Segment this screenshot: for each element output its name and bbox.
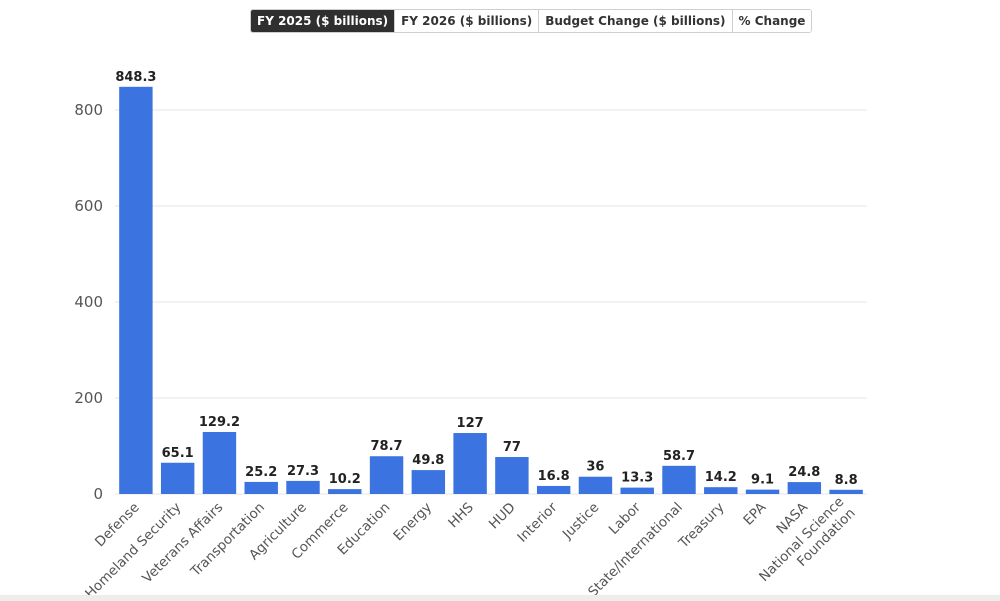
bar xyxy=(411,470,446,494)
metric-tabs: FY 2025 ($ billions) FY 2026 ($ billions… xyxy=(250,9,813,33)
bar xyxy=(328,489,362,494)
data-label: 10.2 xyxy=(329,472,361,487)
horizontal-scrollbar[interactable] xyxy=(0,595,1000,601)
data-label: 65.1 xyxy=(162,446,194,461)
bar xyxy=(495,457,529,494)
data-label: 13.3 xyxy=(621,471,653,486)
x-tick-label: EPA xyxy=(740,499,770,529)
tab-percent-change[interactable]: % Change xyxy=(731,10,812,32)
data-label: 78.7 xyxy=(371,439,403,454)
data-label: 49.8 xyxy=(412,453,444,468)
bar xyxy=(620,487,654,494)
y-tick-label: 0 xyxy=(93,485,103,503)
data-label: 127 xyxy=(457,416,484,431)
data-label: 36 xyxy=(586,460,604,475)
y-tick-label: 800 xyxy=(74,101,103,119)
x-tick-label: Interior xyxy=(514,499,560,545)
bar xyxy=(662,465,696,494)
bar xyxy=(160,462,195,494)
x-tick-label: Transportation xyxy=(187,500,268,581)
data-label: 27.3 xyxy=(287,464,319,479)
bar xyxy=(829,489,863,494)
bar xyxy=(745,489,780,494)
bar xyxy=(536,485,571,494)
data-label: 25.2 xyxy=(245,465,277,480)
tab-fy2025[interactable]: FY 2025 ($ billions) xyxy=(251,10,395,32)
y-tick-label: 600 xyxy=(74,197,103,215)
tab-fy2026[interactable]: FY 2026 ($ billions) xyxy=(394,10,539,32)
x-tick-label: Treasury xyxy=(675,500,727,552)
x-tick-label: Labor xyxy=(606,499,645,538)
bar xyxy=(787,482,822,494)
data-label: 8.8 xyxy=(835,473,858,488)
bar xyxy=(119,86,153,494)
bar xyxy=(286,480,320,494)
x-tick-label: Justice xyxy=(559,500,602,543)
bar xyxy=(704,487,738,494)
x-tick-label: HHS xyxy=(445,500,477,532)
data-label: 77 xyxy=(503,440,521,455)
data-label: 24.8 xyxy=(788,465,820,480)
data-label: 848.3 xyxy=(115,70,156,85)
bar xyxy=(244,481,278,494)
data-label: 16.8 xyxy=(538,469,570,484)
y-tick-label: 400 xyxy=(74,293,103,311)
x-tick-label: HUD xyxy=(486,500,519,533)
bar xyxy=(369,456,404,494)
data-label: 14.2 xyxy=(705,470,737,485)
bar xyxy=(578,476,613,494)
bar xyxy=(202,431,237,494)
data-label: 58.7 xyxy=(663,449,695,464)
bar xyxy=(453,433,487,494)
data-label: 9.1 xyxy=(751,473,774,488)
data-label: 129.2 xyxy=(199,415,240,430)
x-tick-label: Energy xyxy=(390,500,435,545)
tab-budget-change[interactable]: Budget Change ($ billions) xyxy=(538,10,732,32)
y-tick-label: 200 xyxy=(74,389,103,407)
